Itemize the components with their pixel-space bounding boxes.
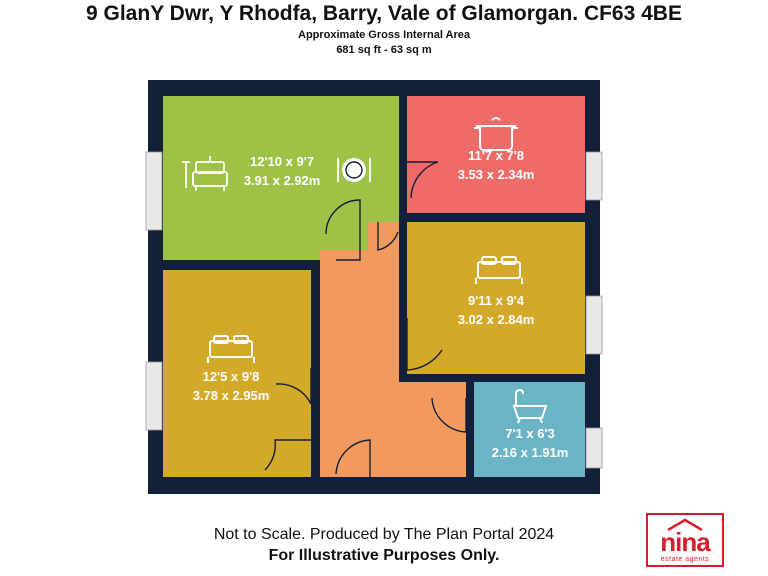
living-metric: 3.91 x 2.92m — [244, 173, 321, 188]
window — [145, 361, 163, 431]
door-swings — [264, 161, 467, 477]
bedroom1-metric: 3.02 x 2.84m — [458, 312, 535, 327]
disclaimer-illustrative: For Illustrative Purposes Only. — [268, 547, 500, 564]
room-bedroom-1 — [407, 222, 585, 374]
bathroom-metric: 2.16 x 1.91m — [492, 445, 569, 460]
logo-wordmark: nina — [660, 527, 710, 557]
bedroom1-imperial: 9'11 x 9'4 — [468, 293, 525, 308]
bathroom-imperial: 7'1 x 6'3 — [505, 426, 555, 441]
area-value: 681 sq ft - 63 sq m — [336, 44, 432, 56]
room-kitchen — [407, 96, 585, 213]
bathtub-icon — [512, 388, 548, 424]
kitchen-imperial: 11'7 x 7'8 — [468, 148, 524, 163]
double-bed-icon — [475, 256, 523, 284]
floor-plan: 12'10 x 9'7 3.91 x 2.92m 11'7 x 7'8 3.53… — [145, 80, 603, 494]
living-imperial: 12'10 x 9'7 — [250, 154, 314, 169]
plate-icon — [337, 158, 371, 182]
agent-logo: nina estate agents — [646, 513, 724, 567]
disclaimer-scale: Not to Scale. Produced by The Plan Porta… — [213, 526, 555, 543]
logo-tagline: estate agents — [660, 556, 710, 563]
window — [145, 151, 163, 231]
bedroom2-imperial: 12'5 x 9'8 — [203, 369, 260, 384]
room-bathroom — [474, 382, 585, 477]
cooking-pot-icon — [474, 117, 518, 151]
property-address: 9 GlanY Dwr, Y Rhodfa, Barry, Vale of Gl… — [86, 2, 682, 25]
area-label: Approximate Gross Internal Area — [298, 29, 470, 41]
double-bed-icon — [207, 335, 255, 363]
bedroom2-metric: 3.78 x 2.95m — [193, 388, 270, 403]
window — [585, 295, 603, 355]
wardrobe — [268, 440, 311, 477]
kitchen-metric: 3.53 x 2.34m — [458, 167, 535, 182]
window — [585, 427, 603, 469]
sofa-icon — [182, 156, 228, 191]
window — [585, 151, 603, 201]
house-roof-icon — [667, 518, 703, 531]
store-cupboard — [407, 382, 466, 477]
